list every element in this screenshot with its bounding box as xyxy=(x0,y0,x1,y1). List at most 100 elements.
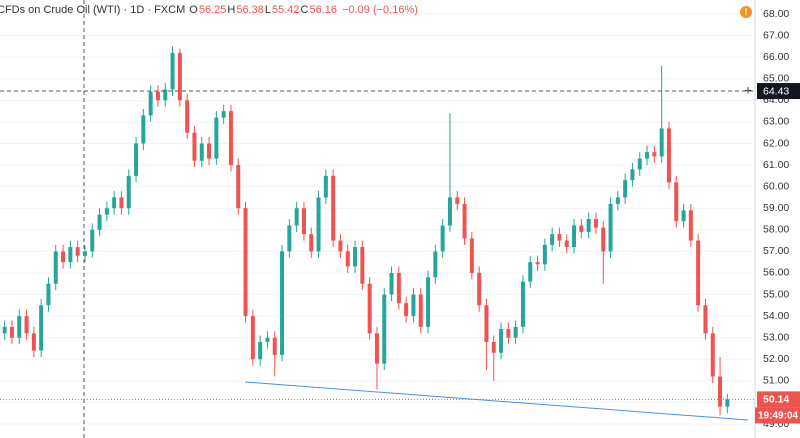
crosshair-price-label: 64.43 xyxy=(763,85,789,97)
candle-body xyxy=(141,115,146,144)
ohlc-label: H xyxy=(227,4,236,16)
ohlc-value: 55.42 xyxy=(272,4,300,16)
candle-body xyxy=(550,234,555,245)
candle-body xyxy=(528,262,533,282)
y-tick-label: 56.00 xyxy=(763,267,789,279)
candle-body xyxy=(46,283,51,306)
candle-body xyxy=(513,326,518,338)
candle-body xyxy=(396,272,401,304)
alert-icon-mark: ! xyxy=(745,7,748,17)
candle-body xyxy=(345,251,350,267)
ohlc-label: O xyxy=(189,4,198,16)
candle-body xyxy=(696,240,701,306)
candle-body xyxy=(39,305,44,351)
candle-body xyxy=(53,251,58,284)
candle-body xyxy=(68,247,73,263)
last-price-label: 50.14 xyxy=(763,394,789,406)
last-price-box xyxy=(757,391,800,408)
y-tick-label: 67.00 xyxy=(763,29,789,41)
candle-body xyxy=(155,91,160,101)
candle-body xyxy=(499,329,504,353)
y-tick-label: 66.00 xyxy=(763,51,789,63)
y-tick-label: 51.00 xyxy=(763,375,789,387)
candle-body xyxy=(374,333,379,364)
candle-body xyxy=(280,251,285,355)
candle-body xyxy=(645,152,650,159)
candle-body xyxy=(666,128,671,183)
candle-body xyxy=(652,152,657,157)
candle-body xyxy=(221,111,226,118)
candle-body xyxy=(61,251,66,263)
candle-body xyxy=(9,326,14,338)
candle-body xyxy=(367,283,372,334)
candle-body xyxy=(484,305,489,342)
y-tick-label: 62.00 xyxy=(763,137,789,149)
candle-body xyxy=(228,111,233,166)
candle-body xyxy=(24,316,29,334)
candle-body xyxy=(557,234,562,241)
y-tick-label: 63.00 xyxy=(763,116,789,128)
ohlc-value: 56.16 xyxy=(309,4,338,16)
crosshair-plus: + xyxy=(744,82,752,97)
candle-body xyxy=(243,208,248,317)
trend-line[interactable] xyxy=(244,381,749,421)
candle-body xyxy=(718,376,723,407)
y-tick-label: 68.00 xyxy=(763,8,789,20)
candle-body xyxy=(542,244,547,265)
crosshair-price-box xyxy=(757,83,800,100)
candle-body xyxy=(134,143,139,176)
alert-icon[interactable] xyxy=(740,6,752,18)
candle-body xyxy=(82,251,87,256)
y-tick-label: 55.00 xyxy=(763,288,789,300)
candle-body xyxy=(97,214,102,230)
candle-body xyxy=(462,203,467,239)
ohlc-value: 56.38 xyxy=(236,4,264,16)
candle-body xyxy=(564,240,569,248)
ohlc-value: 56.25 xyxy=(198,4,227,16)
candle-body xyxy=(353,247,358,267)
y-tick-label: 59.00 xyxy=(763,202,789,214)
candle-body xyxy=(119,197,124,209)
candle-body xyxy=(418,294,423,327)
candle-body xyxy=(601,227,606,252)
candle-body xyxy=(506,329,511,338)
candle-body xyxy=(236,165,241,209)
y-tick-label: 54.00 xyxy=(763,310,789,322)
candle-body xyxy=(586,219,591,232)
candle-body xyxy=(258,341,263,360)
candle-body xyxy=(535,262,540,265)
change: −0.09 (−0.16%) xyxy=(342,4,418,16)
y-tick-label: 58.00 xyxy=(763,224,789,236)
candle-body xyxy=(426,277,431,327)
candle-body xyxy=(615,197,620,204)
candle-body xyxy=(455,197,460,204)
candle-body xyxy=(207,143,212,159)
candle-body xyxy=(674,182,679,222)
candle-body xyxy=(272,337,277,355)
candle-body xyxy=(404,303,409,317)
legend-header: CFDs on Crude Oil (WTI) · 1D · FXCM O56.… xyxy=(0,4,419,16)
grid xyxy=(0,13,755,425)
y-tick-label: 65.00 xyxy=(763,73,789,85)
candle-body xyxy=(433,251,438,278)
candle-body xyxy=(469,238,474,273)
candle-body xyxy=(265,337,270,342)
candle-body xyxy=(316,197,321,252)
countdown-box xyxy=(755,407,800,424)
candle-body xyxy=(185,100,190,133)
candle-body xyxy=(31,333,36,351)
candle-body xyxy=(287,225,292,252)
candle-body xyxy=(250,316,255,360)
candle-body xyxy=(491,341,496,353)
candle-body xyxy=(572,225,577,248)
candle-body xyxy=(659,128,664,157)
candle-body xyxy=(90,229,95,252)
candle-body xyxy=(177,52,182,101)
candle-body xyxy=(170,52,175,90)
candle-body xyxy=(192,132,197,161)
candle-body xyxy=(411,294,416,317)
candle-body xyxy=(309,234,314,252)
candle-body xyxy=(608,203,613,252)
ohlc-label: L xyxy=(264,4,271,16)
